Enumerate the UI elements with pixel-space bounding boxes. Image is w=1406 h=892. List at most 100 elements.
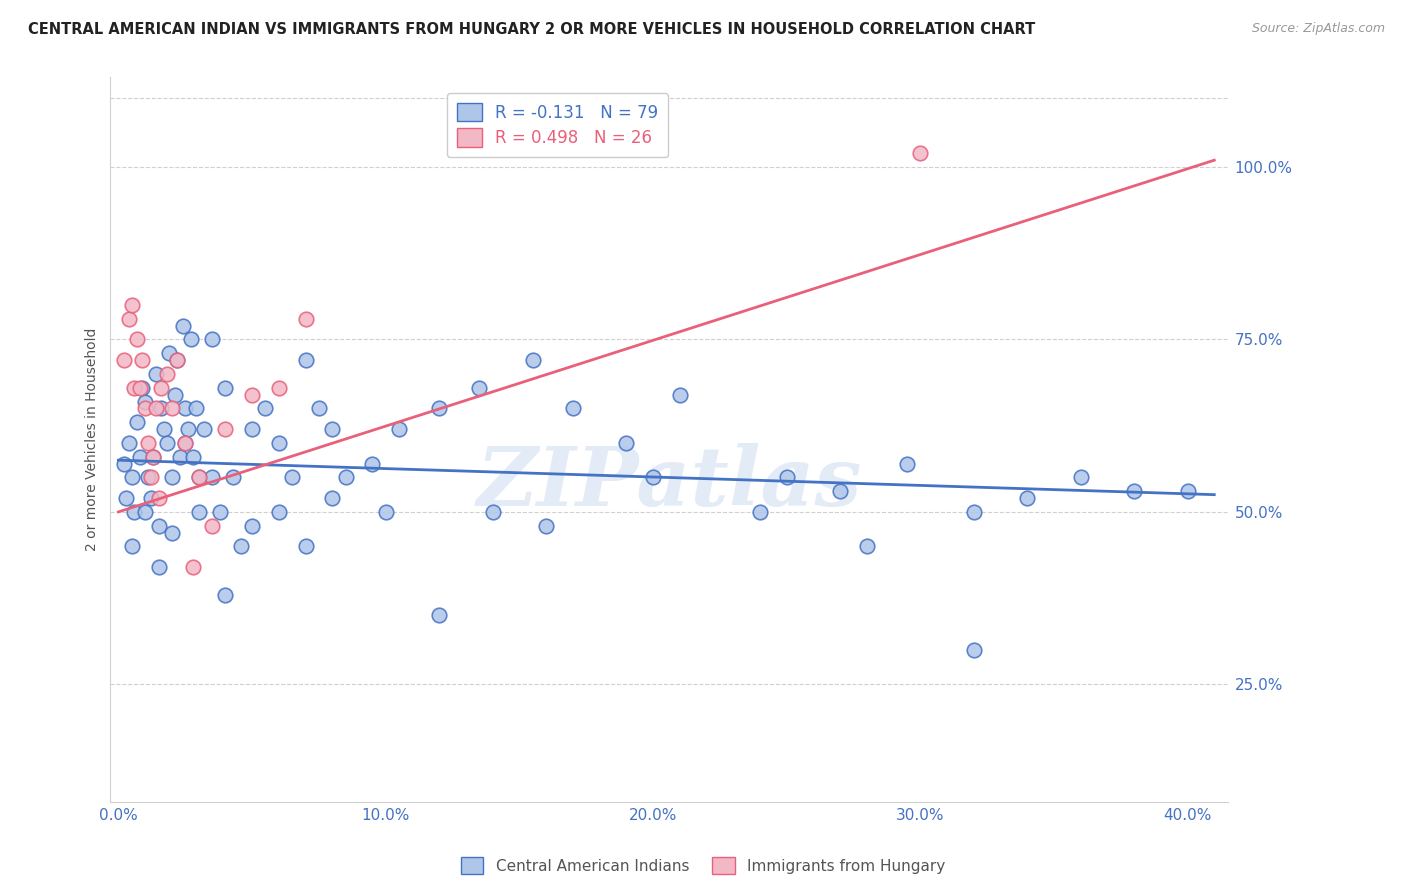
Point bbox=[963, 505, 986, 519]
Point bbox=[136, 470, 159, 484]
Point bbox=[468, 381, 491, 395]
Point bbox=[222, 470, 245, 484]
Point bbox=[134, 401, 156, 416]
Point bbox=[169, 450, 191, 464]
Point bbox=[240, 387, 263, 401]
Point bbox=[155, 367, 177, 381]
Point bbox=[267, 436, 290, 450]
Text: Source: ZipAtlas.com: Source: ZipAtlas.com bbox=[1251, 22, 1385, 36]
Point bbox=[321, 422, 343, 436]
Point bbox=[148, 518, 170, 533]
Point bbox=[281, 470, 304, 484]
Point bbox=[335, 470, 357, 484]
Point bbox=[1017, 491, 1039, 505]
Point bbox=[139, 470, 162, 484]
Point bbox=[177, 422, 200, 436]
Point bbox=[240, 518, 263, 533]
Point bbox=[361, 457, 384, 471]
Point bbox=[321, 491, 343, 505]
Point bbox=[214, 381, 236, 395]
Point bbox=[1177, 484, 1199, 499]
Legend: R = -0.131   N = 79, R = 0.498   N = 26: R = -0.131 N = 79, R = 0.498 N = 26 bbox=[447, 93, 668, 157]
Point bbox=[121, 298, 143, 312]
Text: CENTRAL AMERICAN INDIAN VS IMMIGRANTS FROM HUNGARY 2 OR MORE VEHICLES IN HOUSEHO: CENTRAL AMERICAN INDIAN VS IMMIGRANTS FR… bbox=[28, 22, 1035, 37]
Point bbox=[201, 518, 224, 533]
Point bbox=[963, 642, 986, 657]
Point bbox=[254, 401, 277, 416]
Point bbox=[201, 333, 224, 347]
Point bbox=[522, 353, 544, 368]
Point bbox=[131, 353, 153, 368]
Point bbox=[150, 401, 173, 416]
Point bbox=[748, 505, 770, 519]
Legend: Central American Indians, Immigrants from Hungary: Central American Indians, Immigrants fro… bbox=[454, 851, 952, 880]
Point bbox=[294, 540, 316, 554]
Point bbox=[150, 381, 173, 395]
Point bbox=[534, 518, 557, 533]
Point bbox=[148, 491, 170, 505]
Point bbox=[153, 422, 176, 436]
Point bbox=[1123, 484, 1146, 499]
Point bbox=[181, 560, 204, 574]
Point bbox=[614, 436, 637, 450]
Point bbox=[856, 540, 879, 554]
Point bbox=[139, 491, 162, 505]
Point bbox=[187, 470, 209, 484]
Point bbox=[308, 401, 330, 416]
Point bbox=[136, 436, 159, 450]
Point bbox=[181, 450, 204, 464]
Point bbox=[148, 560, 170, 574]
Point bbox=[118, 436, 141, 450]
Point bbox=[267, 381, 290, 395]
Point bbox=[160, 525, 183, 540]
Point bbox=[115, 491, 138, 505]
Point bbox=[127, 415, 149, 429]
Point bbox=[166, 353, 188, 368]
Point bbox=[163, 387, 186, 401]
Point bbox=[1070, 470, 1092, 484]
Point bbox=[561, 401, 583, 416]
Point bbox=[193, 422, 215, 436]
Point bbox=[641, 470, 664, 484]
Point bbox=[112, 353, 135, 368]
Point bbox=[174, 436, 197, 450]
Point bbox=[145, 367, 167, 381]
Point bbox=[180, 333, 202, 347]
Point bbox=[121, 470, 143, 484]
Point bbox=[127, 333, 149, 347]
Point bbox=[121, 540, 143, 554]
Point bbox=[775, 470, 797, 484]
Point bbox=[118, 311, 141, 326]
Point bbox=[142, 450, 165, 464]
Point bbox=[294, 353, 316, 368]
Point bbox=[388, 422, 411, 436]
Point bbox=[160, 470, 183, 484]
Text: ZIPatlas: ZIPatlas bbox=[477, 443, 862, 523]
Point bbox=[128, 381, 150, 395]
Point bbox=[157, 346, 180, 360]
Point bbox=[155, 436, 177, 450]
Point bbox=[427, 608, 450, 623]
Point bbox=[481, 505, 503, 519]
Point bbox=[187, 505, 209, 519]
Point bbox=[294, 311, 316, 326]
Point bbox=[134, 505, 156, 519]
Point bbox=[201, 470, 224, 484]
Point bbox=[208, 505, 231, 519]
Point bbox=[374, 505, 396, 519]
Point bbox=[910, 146, 932, 161]
Point bbox=[145, 401, 167, 416]
Point bbox=[172, 318, 194, 333]
Point bbox=[231, 540, 253, 554]
Y-axis label: 2 or more Vehicles in Household: 2 or more Vehicles in Household bbox=[86, 327, 100, 551]
Point bbox=[896, 457, 918, 471]
Point bbox=[174, 401, 197, 416]
Point bbox=[112, 457, 135, 471]
Point bbox=[134, 394, 156, 409]
Point bbox=[187, 470, 209, 484]
Point bbox=[124, 505, 146, 519]
Point bbox=[142, 450, 165, 464]
Point bbox=[128, 450, 150, 464]
Point bbox=[214, 588, 236, 602]
Point bbox=[267, 505, 290, 519]
